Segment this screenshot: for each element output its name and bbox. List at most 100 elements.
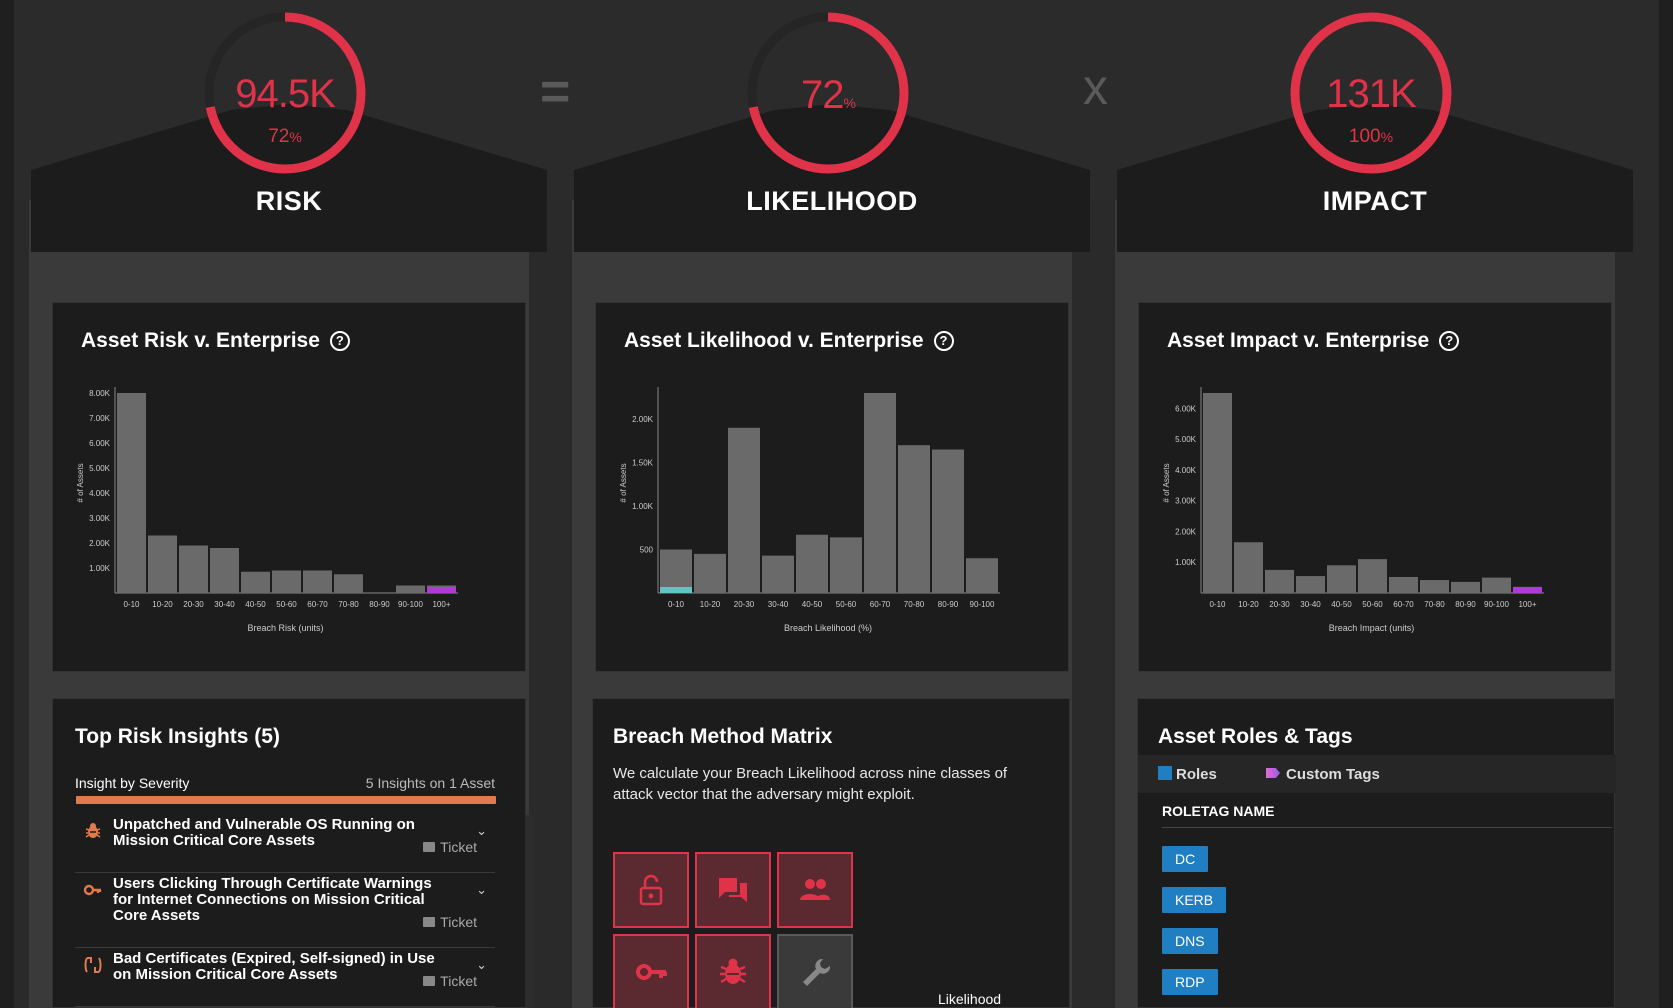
users-icon: [800, 879, 830, 900]
y-axis-label: # of Assets: [76, 463, 85, 502]
help-icon[interactable]: ?: [933, 331, 954, 351]
roles-legend: Roles Custom Tags: [1138, 755, 1616, 793]
histogram-bar: [660, 549, 692, 593]
ticket-icon: [423, 917, 436, 927]
ticket-button[interactable]: Ticket: [423, 914, 477, 930]
histogram-bar: [728, 427, 760, 593]
histogram-bar: [864, 393, 896, 593]
x-tick-label: 20-30: [1269, 600, 1290, 609]
roles-legend-item[interactable]: Roles: [1158, 766, 1217, 783]
breach-method-matrix-panel: Breach Method Matrix We calculate your B…: [592, 698, 1070, 1008]
help-icon[interactable]: ?: [1439, 331, 1460, 351]
histogram-bar: [1451, 581, 1480, 593]
y-tick-label: 3.00K: [1175, 497, 1197, 506]
histogram-bar: [1482, 577, 1511, 593]
insight-text: Unpatched and Vulnerable OS Running on M…: [113, 816, 415, 849]
y-tick-label: 2.00K: [89, 539, 111, 548]
y-tick-label: 1.00K: [632, 502, 654, 511]
severity-row: Insight by Severity 5 Insights on 1 Asse…: [75, 775, 495, 791]
y-tick-label: 3.00K: [89, 514, 111, 523]
histogram-bar: [830, 537, 862, 593]
credential-vector-tile[interactable]: [613, 934, 689, 1008]
y-tick-label: 1.00K: [89, 564, 111, 573]
breach-matrix-title: Breach Method Matrix: [613, 725, 833, 748]
x-tick-label: 40-50: [802, 600, 823, 609]
ticket-button[interactable]: Ticket: [423, 973, 477, 989]
x-tick-label: 0-10: [123, 600, 140, 609]
y-tick-label: 4.00K: [1175, 466, 1197, 475]
likelihood-value: 72%: [801, 73, 856, 117]
impact-value: 131K: [1326, 72, 1416, 116]
risk-title: RISK: [255, 186, 323, 216]
x-tick-label: 30-40: [768, 600, 789, 609]
histogram-bar: [762, 555, 794, 593]
histogram-bar: [334, 574, 363, 593]
role-pill[interactable]: DNS: [1162, 928, 1218, 954]
histogram-bar: [241, 571, 270, 593]
role-pill[interactable]: RDP: [1162, 969, 1218, 995]
histogram-bar: [1327, 565, 1356, 593]
insight-item[interactable]: Bad Certificates (Expired, Self-signed) …: [75, 951, 495, 1007]
insights-count: 5 Insights on 1 Asset: [365, 775, 495, 791]
histogram-bar: [932, 449, 964, 593]
impact-histogram: 6.00K 5.00K 4.00K 3.00K 2.00K 1.00K # of Asset…: [1162, 387, 1544, 633]
y-tick-label: 1.00K: [1175, 558, 1197, 567]
bug-icon: [720, 958, 746, 984]
ticket-button[interactable]: Ticket: [423, 839, 477, 855]
histogram-bar: [148, 535, 177, 593]
vulnerability-vector-tile[interactable]: [695, 934, 771, 1008]
y-tick-label: 1.50K: [632, 459, 654, 468]
x-axis-label: Breach Impact (units): [1329, 623, 1415, 633]
left-edge: [0, 0, 14, 1008]
x-tick-label: 70-80: [904, 600, 925, 609]
role-pill[interactable]: KERB: [1162, 887, 1227, 913]
y-tick-label: 5.00K: [89, 464, 111, 473]
x-tick-label: 10-20: [700, 600, 721, 609]
chevron-down-icon[interactable]: ⌄: [476, 823, 487, 838]
histogram-bar: [396, 585, 425, 593]
insider-vector-tile[interactable]: [777, 852, 853, 928]
role-pill[interactable]: DC: [1162, 846, 1209, 872]
help-icon[interactable]: ?: [329, 331, 350, 351]
histogram-bar: [117, 393, 146, 593]
chevron-down-icon[interactable]: ⌄: [476, 957, 487, 972]
likelihood-title: LIKELIHOOD: [746, 186, 918, 216]
histogram-bar: [210, 548, 239, 593]
x-tick-label: 40-50: [245, 600, 266, 609]
x-tick-label: 60-70: [307, 600, 328, 609]
impact-title: IMPACT: [1322, 186, 1428, 216]
equals-operator: =: [540, 63, 571, 121]
impact-header-shape: [1117, 104, 1633, 252]
histogram-bar: [796, 534, 828, 593]
chevron-down-icon[interactable]: ⌄: [476, 882, 487, 897]
x-axis-label: Breach Likelihood (%): [784, 623, 872, 633]
insights-scrollbar[interactable]: [525, 815, 533, 1008]
histogram-bar: [1265, 569, 1294, 593]
right-edge: [1659, 0, 1673, 1008]
breach-matrix-description: We calculate your Breach Likelihood acro…: [613, 765, 1008, 803]
histogram-bar: [179, 545, 208, 593]
histogram-bar: [1358, 559, 1387, 593]
histogram-bar: [1203, 393, 1232, 593]
y-tick-label: 2.00K: [1175, 527, 1197, 536]
y-tick-label: 8.00K: [89, 389, 111, 398]
insight-item[interactable]: Unpatched and Vulnerable OS Running on M…: [75, 817, 495, 873]
unlocked-vector-tile[interactable]: [613, 852, 689, 928]
impact-column: 131K 100% IMPACT Asset Impact v. Enterpr…: [1101, 0, 1633, 1008]
x-tick-label: 80-90: [1455, 600, 1476, 609]
y-tick-label: 2.00K: [632, 415, 654, 424]
risk-column: 94.5K 72% RISK Asset Risk v. Enterprise?…: [15, 0, 547, 1008]
bug-icon: [83, 821, 103, 841]
phishing-vector-tile[interactable]: [695, 852, 771, 928]
misconfiguration-vector-tile[interactable]: [777, 934, 853, 1008]
likelihood-histogram: 2.00K 1.50K 1.00K 500 # of Assets 0-10 10-20 20…: [619, 387, 1000, 633]
x-axis-label: Breach Risk (units): [247, 623, 323, 633]
tag-icon: [1266, 768, 1280, 778]
x-tick-label: 10-20: [1238, 600, 1259, 609]
x-tick-label: 20-30: [183, 600, 204, 609]
risk-header-shape: [31, 104, 547, 252]
likelihood-column: 72% LIKELIHOOD Asset Likelihood v. Enter…: [558, 0, 1090, 1008]
top-risk-insights-panel: Top Risk Insights (5) Insight by Severit…: [52, 698, 526, 1008]
tags-legend-item[interactable]: Custom Tags: [1266, 766, 1380, 783]
insight-item[interactable]: Users Clicking Through Certificate Warni…: [75, 876, 495, 948]
